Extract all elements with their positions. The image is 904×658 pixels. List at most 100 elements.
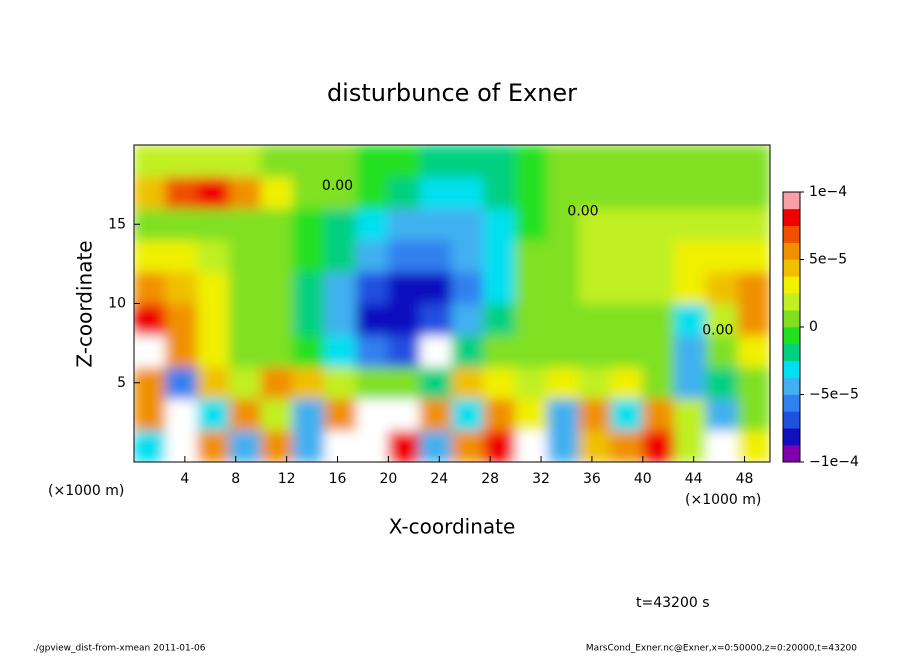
cell [324, 334, 358, 368]
cell [165, 303, 199, 336]
x-tick-label: 24 [430, 471, 448, 487]
cell [515, 271, 548, 304]
cell [642, 429, 676, 462]
cell [387, 271, 421, 304]
cell [737, 303, 770, 336]
cell [483, 398, 517, 431]
cell [737, 239, 770, 273]
colorbar-swatch [783, 394, 800, 412]
cell [292, 145, 326, 178]
cell [197, 271, 230, 304]
cell [451, 398, 485, 431]
cell [260, 429, 294, 462]
cell [165, 176, 199, 209]
cell [134, 271, 167, 304]
cell [228, 303, 262, 336]
cell [197, 429, 230, 462]
cell [324, 366, 358, 400]
cell [260, 271, 294, 304]
cell [197, 303, 230, 336]
colorbar-tick-label: −1e−4 [809, 454, 859, 470]
cell [578, 366, 612, 400]
cell [324, 429, 358, 462]
cell [451, 334, 485, 368]
cell [737, 207, 770, 241]
cell [292, 334, 326, 368]
cell [674, 398, 707, 431]
cell [705, 239, 739, 273]
cell [610, 145, 644, 178]
cell [578, 334, 612, 368]
cell [451, 176, 485, 209]
colorbar-swatch [783, 293, 800, 311]
cell [228, 145, 262, 178]
y-axis-label: Z-coordinate [73, 240, 97, 367]
cell [546, 303, 580, 336]
cell [134, 145, 167, 178]
colorbar-swatch [783, 208, 800, 227]
cell [387, 207, 421, 241]
cell [324, 145, 358, 178]
colorbar-swatch [783, 411, 800, 429]
cell [387, 398, 421, 431]
cell [324, 207, 358, 241]
cell [356, 176, 389, 209]
cell [642, 398, 676, 431]
cell [451, 145, 485, 178]
cell [483, 303, 517, 336]
y-tick-label: 10 [108, 296, 126, 312]
cell [165, 271, 199, 304]
cell [515, 145, 548, 178]
cell [737, 271, 770, 304]
cell [451, 303, 485, 336]
cell [578, 176, 612, 209]
cell [292, 303, 326, 336]
cell [419, 176, 453, 209]
cell [546, 334, 580, 368]
cell [324, 398, 358, 431]
cell [165, 239, 199, 273]
x-tick-label: 12 [278, 471, 296, 487]
colorbar-swatch [783, 377, 800, 395]
cell [134, 176, 167, 209]
cell [356, 429, 389, 462]
cell [642, 145, 676, 178]
cell [260, 239, 294, 273]
field [134, 145, 770, 462]
cell [197, 334, 230, 368]
cell [292, 429, 326, 462]
colorbar-tick-label: 1e−4 [809, 184, 847, 200]
cell [483, 176, 517, 209]
colorbar-swatch [783, 259, 800, 277]
x-tick-label: 28 [481, 471, 499, 487]
cell [674, 334, 707, 368]
cell [451, 429, 485, 462]
cell [419, 429, 453, 462]
cell [737, 366, 770, 400]
cell [324, 176, 358, 209]
cell [134, 398, 167, 431]
cell [578, 207, 612, 241]
cell [419, 239, 453, 273]
x-tick-label: 44 [685, 471, 703, 487]
cell [705, 366, 739, 400]
cell [356, 398, 389, 431]
cell [292, 366, 326, 400]
cell [705, 334, 739, 368]
colorbar-swatch [783, 310, 800, 328]
cell [483, 207, 517, 241]
cell [356, 271, 389, 304]
x-tick-label: 40 [634, 471, 652, 487]
contour-label: 0.00 [702, 322, 733, 338]
chart-title: disturbunce of Exner [327, 79, 577, 107]
cell [324, 271, 358, 304]
cell [324, 239, 358, 273]
cell [705, 303, 739, 336]
colorbar-swatch [783, 242, 800, 260]
cell [674, 366, 707, 400]
cell [292, 176, 326, 209]
cell [674, 303, 707, 336]
cell [578, 239, 612, 273]
colorbar-swatch [783, 428, 800, 446]
